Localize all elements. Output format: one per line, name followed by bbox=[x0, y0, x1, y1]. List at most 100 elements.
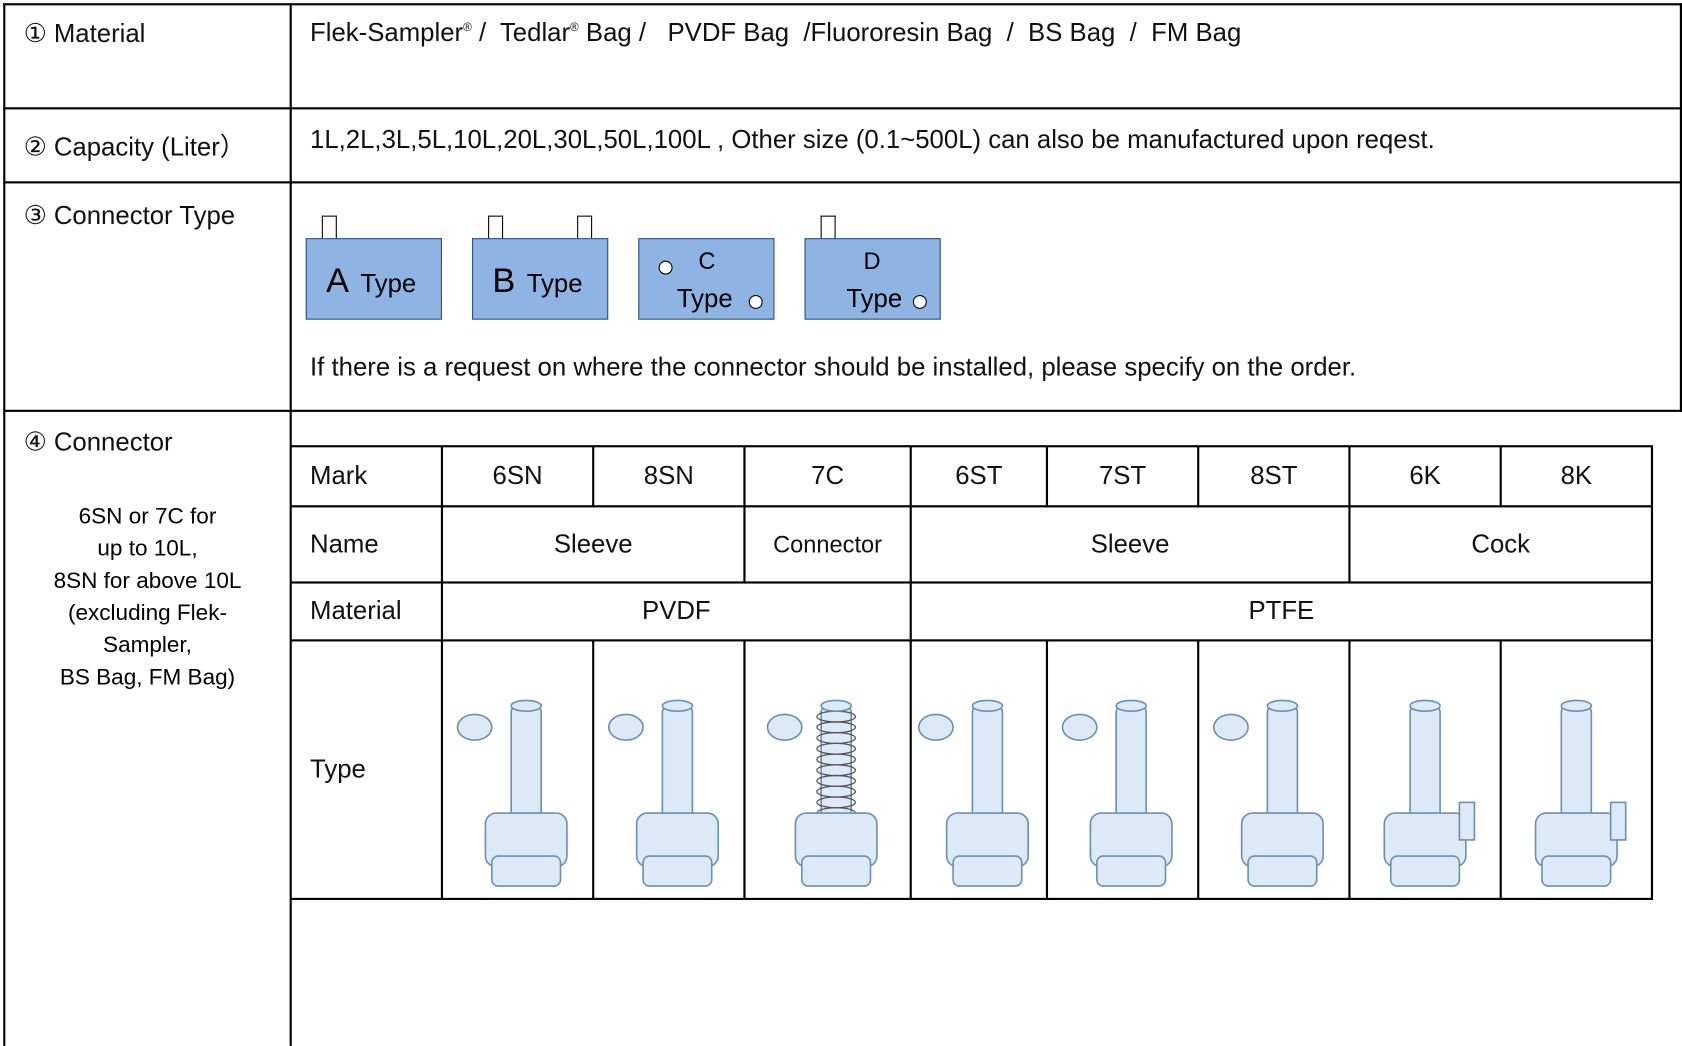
type-letter: D bbox=[863, 247, 881, 275]
type-box: D Type bbox=[804, 238, 941, 320]
type-word: Type bbox=[360, 269, 417, 299]
table-rule bbox=[1650, 446, 1654, 900]
text: ® bbox=[463, 21, 472, 35]
illustration-part bbox=[661, 705, 694, 825]
table-rule bbox=[290, 581, 1654, 584]
table-rule bbox=[1045, 640, 1049, 900]
illustration-part bbox=[1266, 705, 1299, 825]
connector-illustration bbox=[1212, 699, 1324, 887]
mark-cell: 6ST bbox=[955, 461, 1003, 491]
illustration-part bbox=[510, 699, 542, 713]
table-rule bbox=[743, 640, 746, 900]
connector-illustration bbox=[607, 699, 719, 887]
note-line: Sampler, bbox=[103, 632, 192, 658]
illustration-part bbox=[456, 713, 493, 741]
illustration-part bbox=[510, 705, 542, 825]
table-rule bbox=[290, 445, 1654, 448]
type-letter: B bbox=[492, 260, 516, 300]
connector-tab bbox=[577, 215, 593, 240]
mark-cell: 7C bbox=[811, 461, 845, 491]
illustration-part bbox=[661, 699, 694, 713]
table-rule bbox=[1045, 446, 1049, 508]
table-rule bbox=[592, 446, 595, 508]
port bbox=[748, 294, 763, 309]
type-word: Type bbox=[676, 284, 733, 314]
text: Bag / PVDF Bag /Fluororesin Bag / BS Bag… bbox=[578, 18, 1242, 48]
connector-illustration bbox=[1534, 699, 1627, 887]
row-header: Type bbox=[310, 754, 366, 784]
connector-illustration bbox=[1383, 699, 1476, 887]
table-rule bbox=[909, 582, 912, 642]
mark-cell: 6K bbox=[1409, 461, 1441, 491]
material-text: Flek-Sampler® / Tedlar® Bag / PVDF Bag /… bbox=[310, 18, 1241, 48]
type-box: B Type bbox=[471, 238, 609, 320]
name-cell: Connector bbox=[773, 530, 883, 558]
type-word: Type bbox=[526, 269, 583, 299]
row-header: Material bbox=[310, 596, 402, 626]
name-cell: Sleeve bbox=[553, 529, 633, 559]
name-cell: Sleeve bbox=[1090, 529, 1170, 559]
table-rule bbox=[909, 506, 912, 584]
note-line: (excluding Flek- bbox=[67, 600, 227, 626]
illustration-part bbox=[820, 699, 852, 713]
note-line: 6SN or 7C for bbox=[78, 504, 217, 529]
illustration-part bbox=[1541, 855, 1612, 887]
row-label: ④ Connector bbox=[23, 428, 173, 457]
illustration-part bbox=[607, 713, 644, 741]
type-box: C Type bbox=[638, 238, 775, 320]
connector-type-note: If there is a request on where the conne… bbox=[310, 352, 1357, 382]
port bbox=[658, 260, 673, 275]
table-rule bbox=[1348, 446, 1351, 508]
type-letter: C bbox=[698, 247, 716, 275]
illustration-part bbox=[917, 713, 954, 741]
illustration-part bbox=[1409, 705, 1441, 825]
table-rule bbox=[743, 506, 746, 584]
illustration-part bbox=[1560, 699, 1593, 713]
illustration-part bbox=[491, 855, 562, 887]
mark-cell: 7ST bbox=[1098, 461, 1147, 491]
illustration-part bbox=[971, 705, 1004, 825]
connector-tab bbox=[488, 215, 504, 240]
illustration-part bbox=[1061, 713, 1098, 741]
illustration-part bbox=[1560, 705, 1593, 825]
connector-tab bbox=[820, 215, 836, 240]
illustration-part bbox=[766, 713, 803, 741]
row-label: ② Capacity (Liter） bbox=[23, 133, 246, 162]
table-rule bbox=[592, 640, 595, 900]
row-header: Name bbox=[310, 529, 379, 559]
note-line: up to 10L, bbox=[97, 536, 198, 562]
illustration-part bbox=[1458, 801, 1476, 841]
type-word: Type bbox=[846, 284, 903, 314]
illustration-part bbox=[1266, 699, 1299, 713]
connector-illustration bbox=[917, 699, 1029, 887]
illustration-part bbox=[1409, 699, 1441, 713]
table-rule bbox=[290, 505, 1654, 508]
table-rule bbox=[440, 446, 444, 900]
row-label: ③ Connector Type bbox=[23, 201, 236, 231]
table-rule bbox=[909, 640, 912, 900]
table-rule bbox=[290, 897, 1654, 900]
material-cell: PVDF bbox=[641, 596, 711, 626]
table-rule bbox=[909, 446, 912, 508]
table-rule bbox=[743, 446, 746, 508]
mark-cell: 8ST bbox=[1250, 461, 1298, 491]
text: ® bbox=[570, 21, 579, 35]
illustration-part bbox=[1389, 855, 1461, 887]
type-box: A Type bbox=[305, 238, 442, 320]
illustration-part bbox=[952, 855, 1023, 887]
type-letter: A bbox=[326, 260, 349, 300]
illustration-part bbox=[1609, 801, 1627, 841]
illustration-part bbox=[1247, 855, 1318, 887]
name-cell: Cock bbox=[1471, 529, 1531, 559]
illustration-part bbox=[642, 855, 713, 887]
table-rule bbox=[1348, 640, 1351, 900]
connector-tab bbox=[321, 215, 337, 240]
illustration-part bbox=[801, 855, 872, 887]
port bbox=[912, 294, 927, 309]
material-cell: PTFE bbox=[1248, 596, 1315, 626]
illustration-part bbox=[1115, 699, 1147, 713]
mark-cell: 6SN bbox=[492, 461, 543, 491]
table-rule bbox=[1197, 640, 1200, 900]
illustration-part bbox=[1096, 855, 1167, 887]
text: Flek-Sampler bbox=[310, 18, 464, 48]
